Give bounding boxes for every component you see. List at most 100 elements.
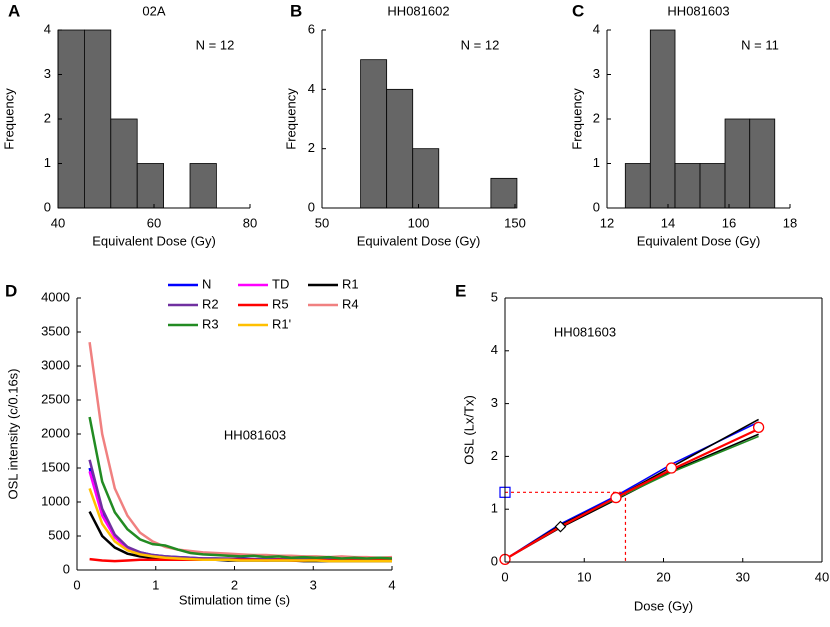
- legend-label: N: [202, 276, 211, 291]
- panel-letter: A: [8, 1, 20, 20]
- chart-title: 02A: [142, 3, 165, 18]
- y-tick-label: 2500: [41, 391, 70, 406]
- y-tick-label: 3: [491, 395, 498, 410]
- y-tick-label: 4000: [41, 289, 70, 304]
- y-tick-label: 1: [491, 501, 498, 516]
- x-axis-label: Equivalent Dose (Gy): [357, 233, 481, 248]
- series-line: [88, 471, 392, 562]
- y-axis-label: OSL (Lx/Tx): [461, 395, 476, 465]
- regenerated-point: [752, 421, 765, 434]
- x-axis-label: Stimulation time (s): [179, 592, 290, 607]
- x-tick-label: 60: [147, 215, 161, 230]
- equivalent-dose-guide: [505, 491, 627, 562]
- x-tick-label: 2: [231, 577, 238, 592]
- histogram-bar: [386, 88, 414, 209]
- legend-label: R5: [272, 296, 289, 311]
- y-tick-label: 0: [63, 561, 70, 576]
- annotation: N = 11: [741, 37, 779, 52]
- y-tick-label: 5: [491, 289, 498, 304]
- histogram-bar: [189, 163, 217, 209]
- y-tick-label: 1: [44, 155, 51, 170]
- x-axis-label: Equivalent Dose (Gy): [92, 233, 216, 248]
- y-tick-label: 3: [44, 66, 51, 81]
- x-tick-label: 16: [722, 215, 736, 230]
- x-tick-label: 40: [815, 569, 829, 584]
- legend-label: R1': [272, 316, 291, 331]
- x-tick-label: 150: [504, 215, 526, 230]
- y-tick-label: 3: [593, 66, 600, 81]
- y-tick-label: 3500: [41, 323, 70, 338]
- histogram-bar: [57, 29, 85, 209]
- x-axis-label: Equivalent Dose (Gy): [637, 233, 761, 248]
- x-tick-label: 14: [661, 215, 675, 230]
- series-line: [88, 342, 393, 560]
- panel-letter: D: [5, 281, 17, 300]
- histogram-bar: [110, 118, 138, 209]
- x-tick-label: 0: [73, 577, 80, 592]
- histogram-bar: [724, 118, 751, 209]
- y-tick-label: 2: [308, 140, 315, 155]
- y-axis-label: Frequency: [283, 88, 298, 150]
- annotation: N = 12: [196, 37, 235, 52]
- x-tick-label: 80: [243, 215, 257, 230]
- x-tick-label: 3: [310, 577, 317, 592]
- y-tick-label: 1500: [41, 459, 70, 474]
- legend-label: R2: [202, 296, 219, 311]
- y-tick-label: 0: [593, 199, 600, 214]
- histogram-bar: [674, 163, 701, 209]
- x-tick-label: 10: [577, 569, 591, 584]
- regenerated-point: [610, 491, 622, 504]
- x-tick-label: 20: [656, 569, 670, 584]
- series-line: [504, 427, 760, 561]
- legend-label: R3: [202, 316, 219, 331]
- x-tick-label: 30: [736, 569, 750, 584]
- series-line: [88, 467, 393, 562]
- panel-letter: E: [455, 281, 466, 300]
- y-tick-label: 6: [308, 21, 315, 36]
- x-tick-label: 0: [501, 569, 508, 584]
- y-tick-label: 0: [491, 553, 498, 568]
- y-tick-label: 4: [491, 342, 498, 357]
- x-axis-label: Dose (Gy): [634, 598, 693, 613]
- y-tick-label: 4: [308, 81, 315, 96]
- y-axis-label: Frequency: [1, 88, 16, 150]
- histogram-bar: [490, 177, 518, 209]
- x-tick-label: 40: [51, 215, 65, 230]
- y-tick-label: 1000: [41, 493, 70, 508]
- y-tick-label: 4: [593, 21, 600, 36]
- x-tick-label: 1: [152, 577, 159, 592]
- series-line: [88, 487, 392, 563]
- histogram-bar: [84, 29, 112, 209]
- histogram-bar: [749, 118, 776, 209]
- series-line: [504, 433, 759, 561]
- y-axis-label: Frequency: [569, 88, 584, 150]
- x-tick-label: 50: [315, 215, 329, 230]
- histogram-bar: [699, 163, 726, 209]
- regenerated-point: [665, 462, 678, 474]
- x-tick-label: 4: [388, 577, 395, 592]
- chart-title: HH081603: [667, 3, 729, 18]
- y-tick-label: 500: [48, 527, 70, 542]
- panel-letter: C: [572, 1, 584, 20]
- y-tick-label: 2: [44, 110, 51, 125]
- histogram-bar: [624, 163, 651, 209]
- y-tick-label: 0: [44, 199, 51, 214]
- series-line: [504, 435, 759, 561]
- series-line: [88, 416, 393, 560]
- panel-letter: B: [290, 1, 302, 20]
- x-tick-label: 18: [783, 215, 797, 230]
- histogram-bar: [360, 59, 388, 209]
- recycle-point: [554, 520, 567, 533]
- annotation: N = 12: [461, 37, 500, 52]
- histogram-bar: [649, 29, 676, 209]
- legend-label: R4: [342, 296, 359, 311]
- annotation: HH081603: [224, 427, 286, 442]
- y-tick-label: 2000: [41, 425, 70, 440]
- legend-label: TD: [272, 276, 289, 291]
- chart-title: HH081602: [387, 3, 449, 18]
- x-tick-label: 100: [408, 215, 430, 230]
- y-tick-label: 3000: [41, 357, 70, 372]
- histogram-bar: [136, 163, 164, 209]
- y-tick-label: 1: [593, 155, 600, 170]
- y-tick-label: 0: [308, 199, 315, 214]
